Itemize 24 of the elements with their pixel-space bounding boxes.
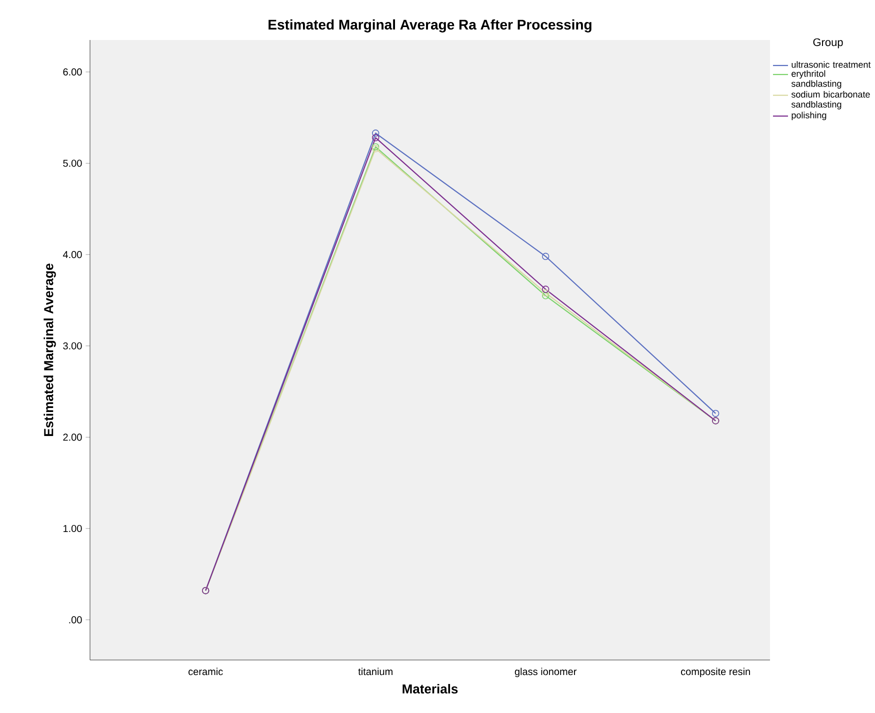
y-tick-label: 1.00 (64, 524, 82, 532)
x-tick-label: titanium (358, 668, 392, 676)
legend-label: ultrasonic treatment (792, 61, 871, 68)
point (372, 134, 380, 142)
point (542, 286, 550, 293)
point (542, 289, 550, 297)
y-tick-label: 3.00 (63, 342, 82, 350)
legend-label: polishing (792, 112, 826, 120)
x-tick-label: glass ionomer (514, 668, 577, 678)
chart-title: Estimated Marginal Average Ra After Processing (268, 19, 592, 32)
y-tick-label: 5.00 (63, 160, 82, 167)
y-tick-label: .00 (69, 616, 82, 624)
x-axis-title: Materials (402, 684, 458, 694)
x-tick-label: ceramic (188, 668, 223, 676)
x-tick-label: composite resin (681, 668, 750, 678)
y-axis-title: Estimated Marginal Average (44, 264, 56, 436)
y-tick-label: 6.00 (63, 68, 82, 76)
y-tick-label: 4.00 (62, 251, 82, 258)
legend-title: Group (813, 38, 843, 48)
y-tick-label: 2.00 (63, 434, 82, 441)
point (372, 130, 380, 137)
point (542, 252, 550, 260)
point (542, 292, 550, 300)
point (712, 410, 720, 418)
